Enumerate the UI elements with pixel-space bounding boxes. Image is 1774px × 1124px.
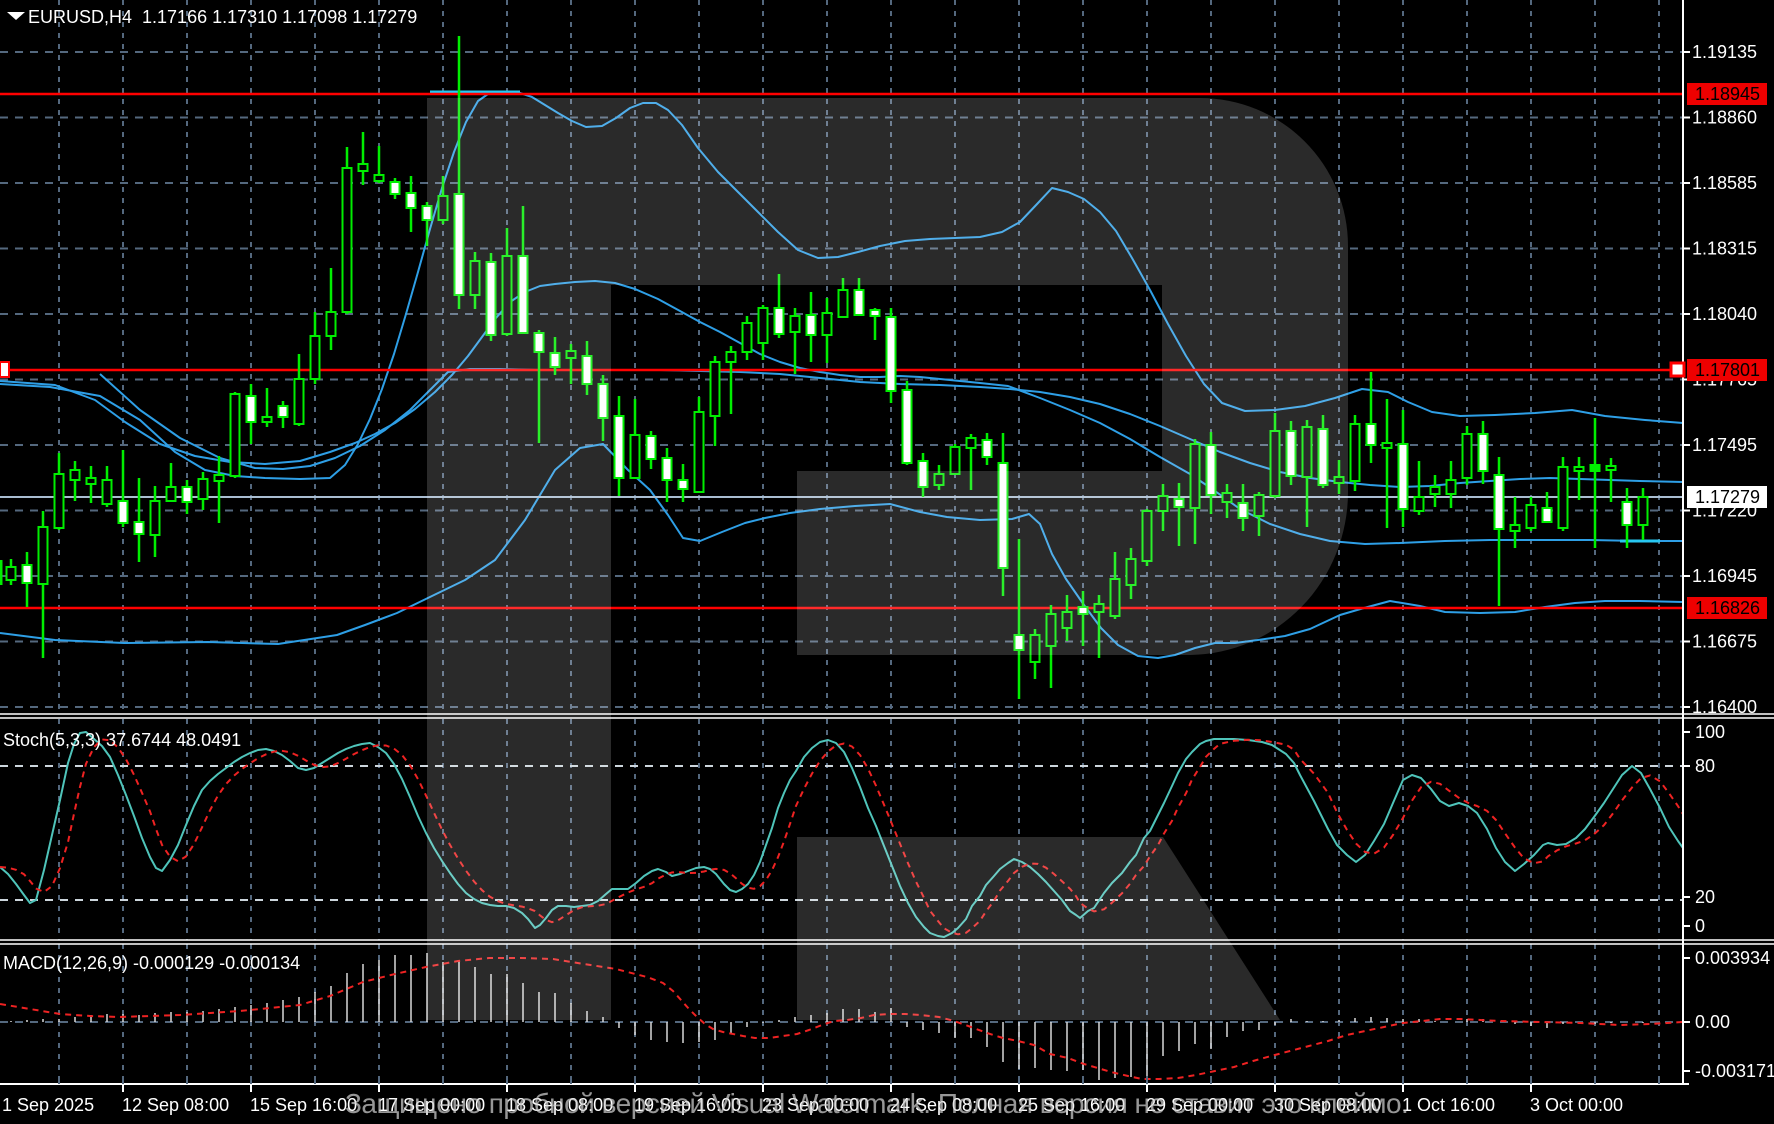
svg-text:1.16826: 1.16826: [1695, 598, 1760, 618]
svg-text:1.16400: 1.16400: [1692, 697, 1757, 717]
svg-text:24 Sep 08:00: 24 Sep 08:00: [890, 1095, 997, 1115]
svg-text:1.17495: 1.17495: [1692, 435, 1757, 455]
svg-text:1.16945: 1.16945: [1692, 566, 1757, 586]
svg-text:0.003934: 0.003934: [1695, 948, 1770, 968]
svg-text:100: 100: [1695, 722, 1725, 742]
svg-text:Защищено пробной версией Visua: Защищено пробной версией Visual Watermar…: [345, 1088, 1408, 1119]
svg-text:EURUSD,H4 1.17166 1.17310 1.1: EURUSD,H4 1.17166 1.17310 1.17098 1.1727…: [28, 7, 417, 27]
svg-text:30 Sep 08:00: 30 Sep 08:00: [1274, 1095, 1381, 1115]
svg-text:0.00: 0.00: [1695, 1012, 1730, 1032]
svg-text:20: 20: [1695, 887, 1715, 907]
svg-text:1 Sep 2025: 1 Sep 2025: [2, 1095, 94, 1115]
svg-text:MACD(12,26,9) -0.000129 -0.000: MACD(12,26,9) -0.000129 -0.000134: [3, 953, 300, 973]
svg-text:1.18945: 1.18945: [1695, 84, 1760, 104]
svg-text:1.16675: 1.16675: [1692, 632, 1757, 652]
svg-text:18 Sep 08:00: 18 Sep 08:00: [506, 1095, 613, 1115]
svg-text:1.17279: 1.17279: [1695, 487, 1760, 507]
svg-text:17 Sep 00:00: 17 Sep 00:00: [378, 1095, 485, 1115]
svg-text:1.18315: 1.18315: [1692, 239, 1757, 259]
svg-text:1 Oct 16:00: 1 Oct 16:00: [1402, 1095, 1495, 1115]
svg-text:12 Sep 08:00: 12 Sep 08:00: [122, 1095, 229, 1115]
svg-text:1.18860: 1.18860: [1692, 108, 1757, 128]
svg-text:29 Sep 00:00: 29 Sep 00:00: [1146, 1095, 1253, 1115]
svg-text:80: 80: [1695, 756, 1715, 776]
svg-text:Stoch(5,3,3) 37.6744 48.0491: Stoch(5,3,3) 37.6744 48.0491: [3, 730, 241, 750]
svg-text:3 Oct 00:00: 3 Oct 00:00: [1530, 1095, 1623, 1115]
svg-text:19 Sep 16:00: 19 Sep 16:00: [634, 1095, 741, 1115]
svg-text:1.17801: 1.17801: [1695, 360, 1760, 380]
svg-text:1.18585: 1.18585: [1692, 173, 1757, 193]
svg-text:23 Sep 00:00: 23 Sep 00:00: [762, 1095, 869, 1115]
svg-text:1.19135: 1.19135: [1692, 42, 1757, 62]
svg-text:1.18040: 1.18040: [1692, 304, 1757, 324]
svg-text:-0.003171: -0.003171: [1695, 1061, 1774, 1081]
svg-text:25 Sep 16:00: 25 Sep 16:00: [1018, 1095, 1125, 1115]
svg-text:15 Sep 16:00: 15 Sep 16:00: [250, 1095, 357, 1115]
svg-text:0: 0: [1695, 916, 1705, 936]
